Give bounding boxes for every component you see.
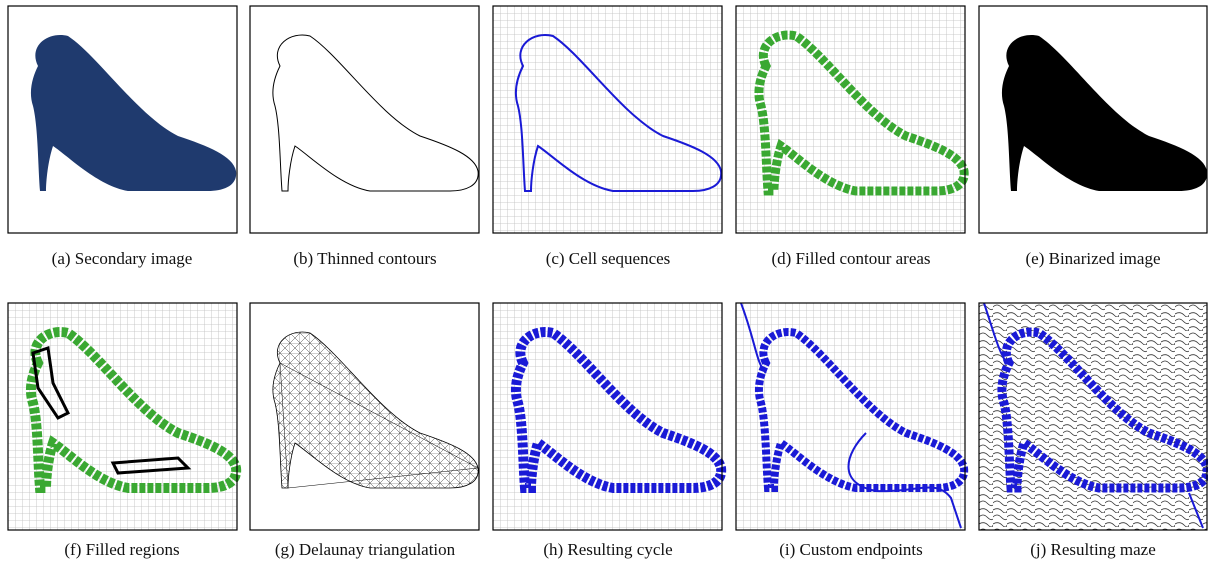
- caption: (b) Thinned contours: [293, 249, 436, 268]
- panel-g: [250, 303, 479, 530]
- figure: (a) Secondary image (b) Thinned contours…: [0, 0, 1208, 568]
- panel-f: [8, 303, 237, 530]
- panel-e: [979, 6, 1207, 233]
- panel-h: [493, 303, 722, 530]
- page: {"panels": [ {"caption": "(a) Secondary …: [0, 0, 1208, 568]
- caption: (c) Cell sequences: [546, 249, 671, 268]
- panel-a: [8, 6, 237, 233]
- caption: (e) Binarized image: [1026, 249, 1161, 268]
- caption: (h) Resulting cycle: [543, 540, 672, 559]
- panel-d: [736, 6, 965, 233]
- caption: (d) Filled contour areas: [771, 249, 930, 268]
- panel-j: [979, 303, 1207, 530]
- caption: (a) Secondary image: [52, 249, 193, 268]
- caption: (i) Custom endpoints: [779, 540, 923, 559]
- panel-c: [493, 6, 722, 233]
- panel-b: [250, 6, 479, 233]
- caption: (g) Delaunay triangulation: [275, 540, 456, 559]
- panel-i: [736, 303, 965, 530]
- caption: (j) Resulting maze: [1030, 540, 1156, 559]
- caption: (f) Filled regions: [64, 540, 179, 559]
